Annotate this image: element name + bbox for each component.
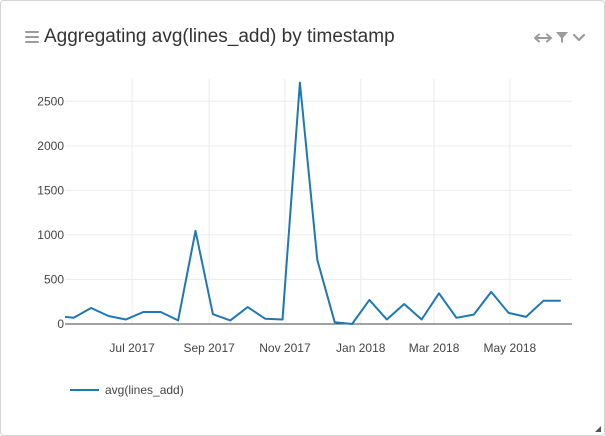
y-axis-ticks: 0 500 1000 1500 2000 2500 bbox=[37, 94, 64, 331]
panel-title: Aggregating avg(lines_add) by timestamp bbox=[44, 26, 395, 47]
x-tick-label: Nov 2017 bbox=[259, 341, 311, 355]
y-tick-label: 2500 bbox=[37, 94, 64, 108]
data-point[interactable] bbox=[471, 312, 476, 317]
horizontal-expand-icon[interactable] bbox=[534, 31, 552, 45]
panel-header: Aggregating avg(lines_add) by timestamp bbox=[1, 1, 604, 47]
data-point[interactable] bbox=[524, 314, 529, 319]
x-tick-label: Jan 2018 bbox=[336, 341, 386, 355]
data-point[interactable] bbox=[367, 297, 372, 302]
data-point[interactable] bbox=[506, 310, 511, 315]
x-tick-label: May 2018 bbox=[484, 341, 537, 355]
data-point[interactable] bbox=[541, 298, 546, 303]
data-point[interactable] bbox=[123, 317, 128, 322]
y-tick-label: 0 bbox=[57, 317, 64, 331]
data-point[interactable] bbox=[315, 257, 320, 262]
data-point[interactable] bbox=[158, 310, 163, 315]
data-point[interactable] bbox=[263, 316, 268, 321]
legend-label: avg(lines_add) bbox=[105, 383, 184, 397]
y-gridlines bbox=[65, 100, 572, 280]
data-point[interactable] bbox=[71, 315, 76, 320]
data-point[interactable] bbox=[141, 310, 146, 315]
data-point[interactable] bbox=[210, 312, 215, 317]
y-tick-label: 1500 bbox=[37, 183, 64, 197]
data-point[interactable] bbox=[332, 320, 337, 325]
data-point[interactable] bbox=[106, 314, 111, 319]
data-point[interactable] bbox=[384, 317, 389, 322]
series-group bbox=[63, 80, 563, 327]
x-tick-label: Mar 2018 bbox=[409, 341, 460, 355]
data-point[interactable] bbox=[193, 228, 198, 233]
y-tick-label: 2000 bbox=[37, 139, 64, 153]
data-point[interactable] bbox=[176, 318, 181, 323]
data-point[interactable] bbox=[89, 306, 94, 311]
filter-icon[interactable] bbox=[556, 31, 568, 45]
data-point[interactable] bbox=[297, 80, 302, 85]
y-tick-label: 500 bbox=[44, 272, 64, 286]
y-tick-label: 1000 bbox=[37, 228, 64, 242]
x-axis-ticks: Jul 2017 Sep 2017 Nov 2017 Jan 2018 Mar 2018… bbox=[109, 341, 536, 355]
data-point[interactable] bbox=[402, 302, 407, 307]
hamburger-menu-icon[interactable] bbox=[25, 31, 39, 43]
data-point[interactable] bbox=[558, 298, 563, 303]
data-point[interactable] bbox=[454, 315, 459, 320]
x-tick-label: Sep 2017 bbox=[183, 341, 235, 355]
x-gridlines bbox=[131, 79, 511, 324]
data-point[interactable] bbox=[437, 291, 442, 296]
legend[interactable]: avg(lines_add) bbox=[70, 383, 184, 397]
data-point[interactable] bbox=[489, 289, 494, 294]
data-point[interactable] bbox=[280, 317, 285, 322]
x-tick-label: Jul 2017 bbox=[109, 341, 155, 355]
resize-corner-icon[interactable] bbox=[595, 426, 601, 432]
chevron-down-icon[interactable] bbox=[572, 31, 586, 45]
data-point[interactable] bbox=[228, 318, 233, 323]
data-point[interactable] bbox=[245, 305, 250, 310]
series-line[interactable] bbox=[64, 81, 561, 325]
data-point[interactable] bbox=[63, 314, 68, 319]
panel-tools bbox=[534, 31, 594, 47]
data-point[interactable] bbox=[350, 322, 355, 327]
data-point[interactable] bbox=[419, 317, 424, 322]
